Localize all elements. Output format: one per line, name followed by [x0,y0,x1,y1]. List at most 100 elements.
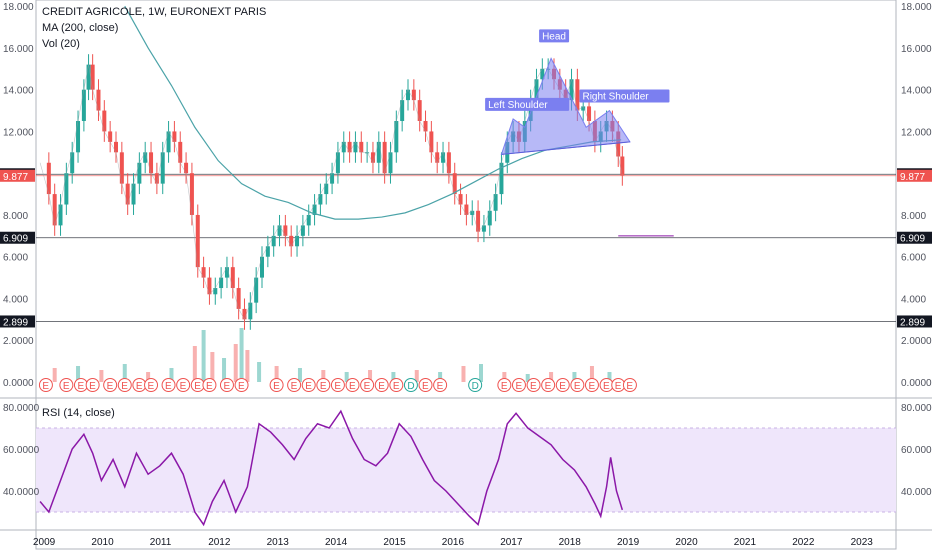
ma-legend: MA (200, close) [42,22,119,34]
price-level-badge-left [0,315,35,328]
event-marker-label: E [206,381,213,392]
candle-body [219,277,224,289]
year-tick: 2010 [91,537,114,548]
price-level-badge-left [0,231,35,244]
event-marker-label: E [107,381,114,392]
left-shoulder-tag-label: Left Shoulder [488,100,548,111]
candle-body [341,141,346,153]
event-marker-label: E [121,381,128,392]
volume-bar [222,358,227,382]
candle-body [143,152,148,163]
volume-bar [479,364,483,382]
candle-body [458,194,463,205]
event-marker-label: E [603,381,610,392]
year-tick: 2013 [267,537,290,548]
price-level-badge-left [0,169,35,182]
rsi-legend: RSI (14, close) [42,407,115,419]
candle-body [207,277,212,295]
candle-body [499,162,504,195]
right-shoulder-tag-label: Right Shoulder [582,92,649,103]
candle-body [417,100,422,121]
candle-body [96,89,101,111]
candle-body [306,214,311,226]
event-marker [468,378,483,392]
price-tick-left: 4.000 [3,294,28,305]
rsi-tick-right: 40.0000 [901,487,932,498]
head-tag [539,29,570,43]
candle-body [277,225,282,236]
year-tick: 2012 [208,537,231,548]
price-tick-left: 16.000 [3,44,34,55]
candle-body [581,106,586,111]
event-marker [584,378,599,392]
volume-bar [461,366,466,382]
candle-body [382,141,387,174]
volume-bar [122,364,127,382]
volume-bar [502,372,507,382]
event-marker-label: E [136,381,143,392]
year-tick: 2011 [150,537,172,548]
rsi-line [39,409,624,527]
volume-tick-left: 0.0000 [3,378,34,389]
price-level-badge-right [897,315,932,328]
event-marker-label: E [349,381,356,392]
candle-body [441,152,446,163]
event-marker-label: E [530,381,537,392]
event-marker [144,378,159,392]
candle-body [435,152,440,163]
event-marker [418,378,433,392]
event-marker [85,378,100,392]
candle-body [224,267,229,278]
event-marker [511,378,526,392]
candle-body [201,267,206,278]
event-marker-label: E [393,381,400,392]
volume-bar [607,372,612,382]
event-marker [526,378,541,392]
event-marker-label: E [89,381,96,392]
volume-bar [297,368,302,382]
candle-body [149,152,154,174]
candle-body [370,152,375,163]
event-marker [570,378,585,392]
candle-body [376,141,381,163]
event-marker-label: E [515,381,522,392]
candle-body [406,89,410,101]
year-tick: 2018 [559,537,582,548]
event-marker-label: E [437,381,444,392]
event-marker [345,378,360,392]
event-marker-label: E [238,381,245,392]
volume-bar [414,370,419,382]
symbol-title: CREDIT AGRICOLE, 1W, EURONEXT PARIS [42,6,267,18]
candle-body [289,235,294,247]
event-marker-label: E [305,381,312,392]
event-marker [176,378,191,392]
event-marker-label: E [223,381,230,392]
candle-body [260,256,264,278]
candle-body [312,204,317,215]
volume-tick-right: 0.0000 [901,378,932,389]
candle-body [76,121,81,153]
event-marker [234,378,249,392]
candle-body [534,79,539,101]
candle-body [493,194,498,211]
plot-frame [35,0,897,550]
left-shoulder-tag [485,97,570,111]
volume-bar [239,328,244,382]
candle-body [423,121,428,132]
volume-bar [76,366,81,382]
candle-body [137,162,142,184]
candle-body [476,210,481,232]
candle-body [587,106,592,121]
volume-bar [549,372,554,382]
volume-bar [525,374,530,382]
candle-body [283,225,288,236]
candle-body [394,121,399,153]
event-marker [360,378,375,392]
price-level-label: 9.877 [900,172,925,183]
candle-body [52,194,57,226]
price-level-badge-right [897,231,932,244]
event-marker [316,378,331,392]
candle-body [575,79,580,111]
event-marker-label: E [364,381,371,392]
